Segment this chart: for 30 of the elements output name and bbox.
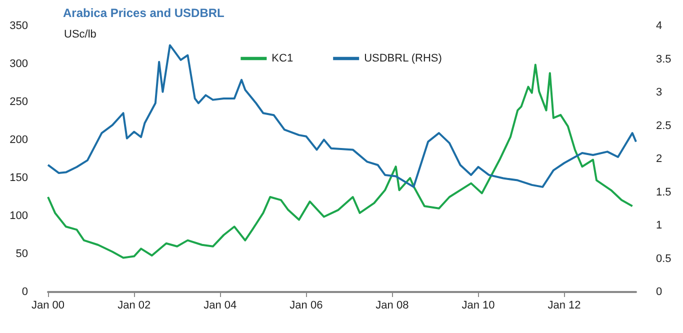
y2-tick-label: 0.5 (656, 252, 672, 265)
y-axis-title: USc/lb (64, 28, 96, 40)
y-tick-label: 250 (10, 96, 28, 108)
y2-tick-label: 4 (656, 20, 662, 32)
y2-tick-label: 2.5 (656, 120, 672, 132)
y-tick-label: 50 (16, 248, 28, 260)
y2-tick-label: 1 (656, 220, 662, 232)
line-series (47, 44, 637, 188)
y-tick-label: 150 (10, 172, 28, 184)
legend-label: KC1 (272, 52, 294, 64)
y-tick-label: 350 (10, 20, 28, 32)
chart-title: Arabica Prices and USDBRL (63, 6, 224, 20)
x-tick-label: Jan 08 (376, 300, 409, 312)
y-tick-label: 200 (10, 134, 28, 146)
x-tick-label: Jan 02 (118, 300, 151, 312)
x-tick-label: Jan 00 (31, 300, 65, 312)
y2-tick-label: 3 (656, 86, 662, 98)
y-tick-label: 100 (10, 210, 28, 222)
x-tick-label: Jan 10 (462, 300, 495, 312)
x-tick-label: Jan 12 (548, 300, 581, 312)
x-tick-label: Jan 04 (204, 300, 237, 312)
x-tick-label: Jan 06 (290, 300, 323, 312)
y-tick-label: 0 (22, 286, 28, 298)
y2-tick-label: 2 (656, 153, 662, 165)
y2-tick-label: 0 (656, 286, 662, 298)
legend-label: USDBRL (RHS) (364, 52, 442, 64)
y-tick-label: 300 (10, 58, 28, 70)
line-series (47, 64, 634, 259)
y2-tick-label: 3.5 (656, 53, 672, 66)
y2-tick-label: 1.5 (656, 186, 672, 198)
